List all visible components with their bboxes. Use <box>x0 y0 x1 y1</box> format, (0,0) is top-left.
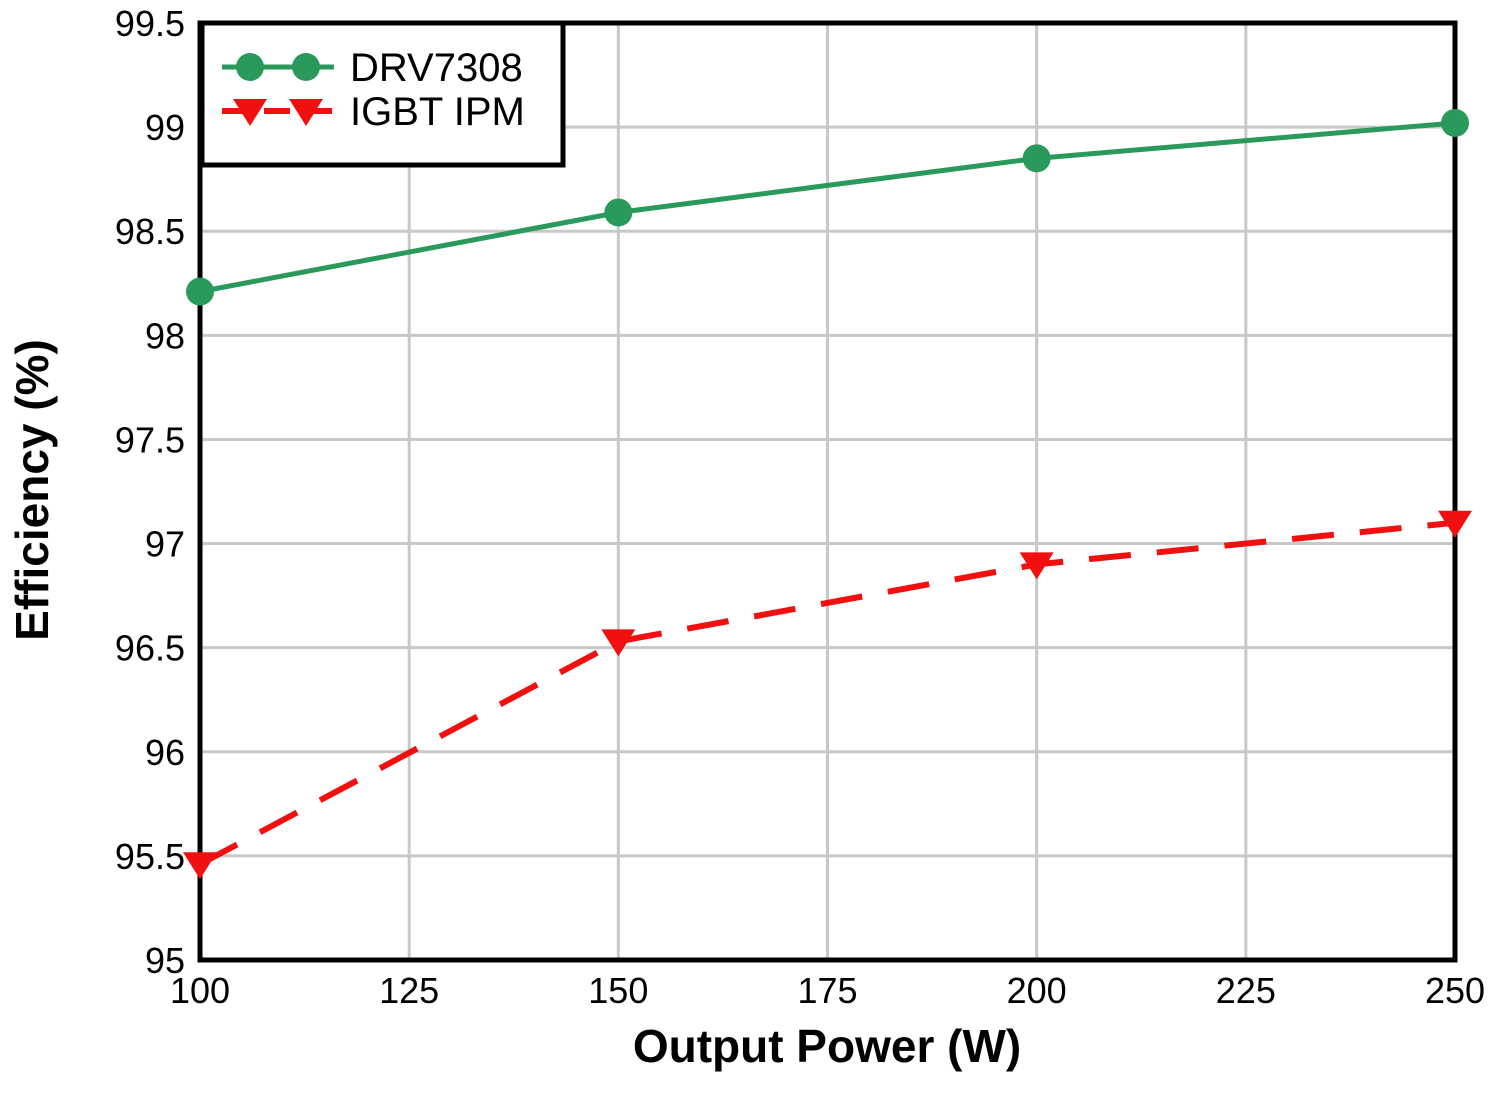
triangle-down-marker <box>1019 552 1054 580</box>
x-tick-label: 150 <box>588 970 648 1011</box>
x-tick-label: 175 <box>797 970 857 1011</box>
x-axis-tick-labels: 100 125 150 175 200 225 250 <box>170 970 1485 1011</box>
plot-border <box>197 20 1458 963</box>
y-tick-label: 98 <box>145 315 185 356</box>
y-tick-label: 97.5 <box>115 419 185 460</box>
triangle-down-marker <box>183 852 217 880</box>
y-tick-label: 95 <box>145 940 185 981</box>
y-tick-label: 97 <box>145 524 185 565</box>
y-tick-label: 99 <box>145 107 185 148</box>
triangle-down-marker <box>233 99 267 126</box>
x-tick-label: 125 <box>379 970 439 1011</box>
legend-box <box>199 20 566 168</box>
circle-marker <box>1022 144 1051 173</box>
series-drv7308 <box>186 108 1469 306</box>
legend-label: DRV7308 <box>350 46 523 90</box>
circle-marker <box>236 53 264 81</box>
y-tick-label: 99.5 <box>115 3 185 44</box>
y-axis-tick-labels: 95 95.5 96 96.5 97 97.5 98 98.5 99 99.5 <box>115 3 185 981</box>
circle-marker <box>186 277 214 306</box>
y-tick-label: 96.5 <box>115 628 185 669</box>
circle-marker <box>1441 108 1469 137</box>
triangle-down-marker <box>1438 510 1472 538</box>
legend-label: IGBT IPM <box>350 90 525 134</box>
circle-marker <box>292 53 320 81</box>
x-tick-label: 250 <box>1425 970 1485 1011</box>
series-line <box>198 519 1456 867</box>
y-axis-title: Efficiency (%) <box>6 339 58 641</box>
series-line <box>199 120 1456 295</box>
series-layer <box>183 108 1472 880</box>
y-tick-label: 95.5 <box>115 836 185 877</box>
y-tick-label: 96 <box>145 732 185 773</box>
y-tick-label: 98.5 <box>115 211 185 252</box>
gridlines <box>200 23 1455 960</box>
x-tick-label: 200 <box>1007 970 1067 1011</box>
legend-entry: IGBT IPM <box>222 90 525 134</box>
triangle-down-marker <box>289 99 323 126</box>
legend-entry: DRV7308 <box>222 46 523 90</box>
x-tick-label: 100 <box>170 970 230 1011</box>
triangle-down-marker <box>601 629 636 657</box>
x-tick-label: 225 <box>1216 970 1276 1011</box>
series-igbt-ipm <box>183 510 1472 880</box>
circle-marker <box>604 198 633 227</box>
x-axis-title: Output Power (W) <box>633 1020 1021 1072</box>
